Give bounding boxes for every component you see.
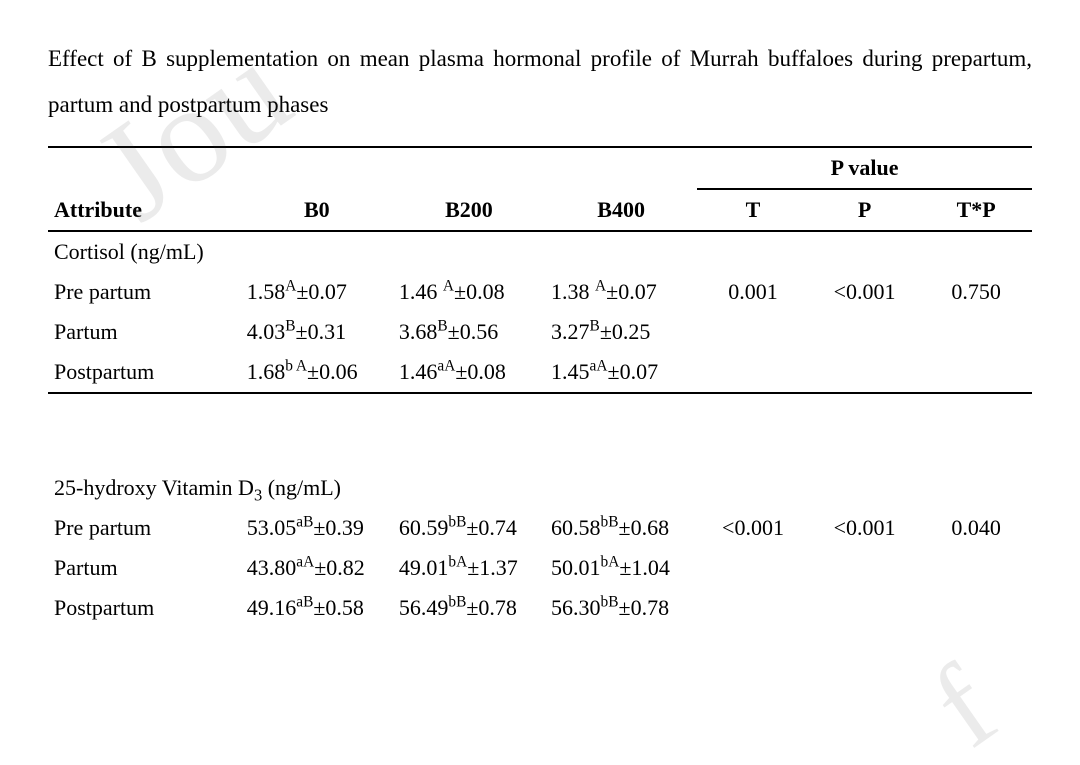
cell-b0: 1.68b A±0.06 bbox=[241, 352, 393, 393]
cell-b400: 1.45aA±0.07 bbox=[545, 352, 697, 393]
cell-p-p bbox=[809, 312, 921, 352]
col-t: T bbox=[697, 189, 809, 231]
cell-p-tp bbox=[920, 312, 1032, 352]
cell-p-tp: 0.750 bbox=[920, 272, 1032, 312]
phase-label: Partum bbox=[48, 312, 241, 352]
cell-b400: 3.27B±0.25 bbox=[545, 312, 697, 352]
cell-p-tp: 0.040 bbox=[920, 508, 1032, 548]
table-row: Pre partum53.05aB±0.3960.59bB±0.7460.58b… bbox=[48, 508, 1032, 548]
section-label: Cortisol (ng/mL) bbox=[48, 231, 1032, 272]
cell-b400: 60.58bB±0.68 bbox=[545, 508, 697, 548]
phase-label: Postpartum bbox=[48, 588, 241, 628]
table-row: Partum43.80aA±0.8249.01bA±1.3750.01bA±1.… bbox=[48, 548, 1032, 588]
cell-b200: 49.01bA±1.37 bbox=[393, 548, 545, 588]
col-b0: B0 bbox=[241, 147, 393, 231]
col-pvalue-group: P value bbox=[697, 147, 1032, 189]
phase-label: Pre partum bbox=[48, 508, 241, 548]
table-body: Cortisol (ng/mL)Pre partum1.58A±0.071.46… bbox=[48, 231, 1032, 628]
cell-p-tp bbox=[920, 352, 1032, 393]
table-row: Partum4.03B±0.313.68B±0.563.27B±0.25 bbox=[48, 312, 1032, 352]
cell-b200: 1.46aA±0.08 bbox=[393, 352, 545, 393]
phase-label: Pre partum bbox=[48, 272, 241, 312]
cell-b400: 50.01bA±1.04 bbox=[545, 548, 697, 588]
svg-text:f: f bbox=[920, 640, 1018, 755]
cell-p-tp bbox=[920, 588, 1032, 628]
page: Jou f Effect of B supplementation on mea… bbox=[0, 0, 1080, 765]
watermark-f: f bbox=[920, 635, 1040, 755]
cell-b200: 1.46 A±0.08 bbox=[393, 272, 545, 312]
col-b200: B200 bbox=[393, 147, 545, 231]
cell-b0: 1.58A±0.07 bbox=[241, 272, 393, 312]
cell-b400: 56.30bB±0.78 bbox=[545, 588, 697, 628]
cell-p-p: <0.001 bbox=[809, 272, 921, 312]
table-row: Postpartum1.68b A±0.061.46aA±0.081.45aA±… bbox=[48, 352, 1032, 393]
table-row: Postpartum49.16aB±0.5856.49bB±0.7856.30b… bbox=[48, 588, 1032, 628]
col-b400: B400 bbox=[545, 147, 697, 231]
cell-p-t bbox=[697, 312, 809, 352]
cell-b0: 49.16aB±0.58 bbox=[241, 588, 393, 628]
col-p: P bbox=[809, 189, 921, 231]
cell-b400: 1.38 A±0.07 bbox=[545, 272, 697, 312]
hormone-table: Attribute B0 B200 B400 P value T P T*P C… bbox=[48, 146, 1032, 628]
cell-p-t bbox=[697, 588, 809, 628]
cell-p-p: <0.001 bbox=[809, 508, 921, 548]
table-header: Attribute B0 B200 B400 P value T P T*P bbox=[48, 147, 1032, 231]
cell-p-t: 0.001 bbox=[697, 272, 809, 312]
cell-b0: 4.03B±0.31 bbox=[241, 312, 393, 352]
table-caption: Effect of B supplementation on mean plas… bbox=[48, 36, 1032, 128]
cell-p-t bbox=[697, 548, 809, 588]
table-row: Pre partum1.58A±0.071.46 A±0.081.38 A±0.… bbox=[48, 272, 1032, 312]
col-tp: T*P bbox=[920, 189, 1032, 231]
cell-p-p bbox=[809, 352, 921, 393]
cell-p-tp bbox=[920, 548, 1032, 588]
cell-b200: 56.49bB±0.78 bbox=[393, 588, 545, 628]
cell-b0: 53.05aB±0.39 bbox=[241, 508, 393, 548]
phase-label: Partum bbox=[48, 548, 241, 588]
cell-b200: 3.68B±0.56 bbox=[393, 312, 545, 352]
section-label: 25-hydroxy Vitamin D3 (ng/mL) bbox=[48, 468, 1032, 508]
cell-p-p bbox=[809, 548, 921, 588]
cell-p-t bbox=[697, 352, 809, 393]
phase-label: Postpartum bbox=[48, 352, 241, 393]
col-attribute: Attribute bbox=[48, 147, 241, 231]
cell-b0: 43.80aA±0.82 bbox=[241, 548, 393, 588]
cell-b200: 60.59bB±0.74 bbox=[393, 508, 545, 548]
cell-p-t: <0.001 bbox=[697, 508, 809, 548]
cell-p-p bbox=[809, 588, 921, 628]
